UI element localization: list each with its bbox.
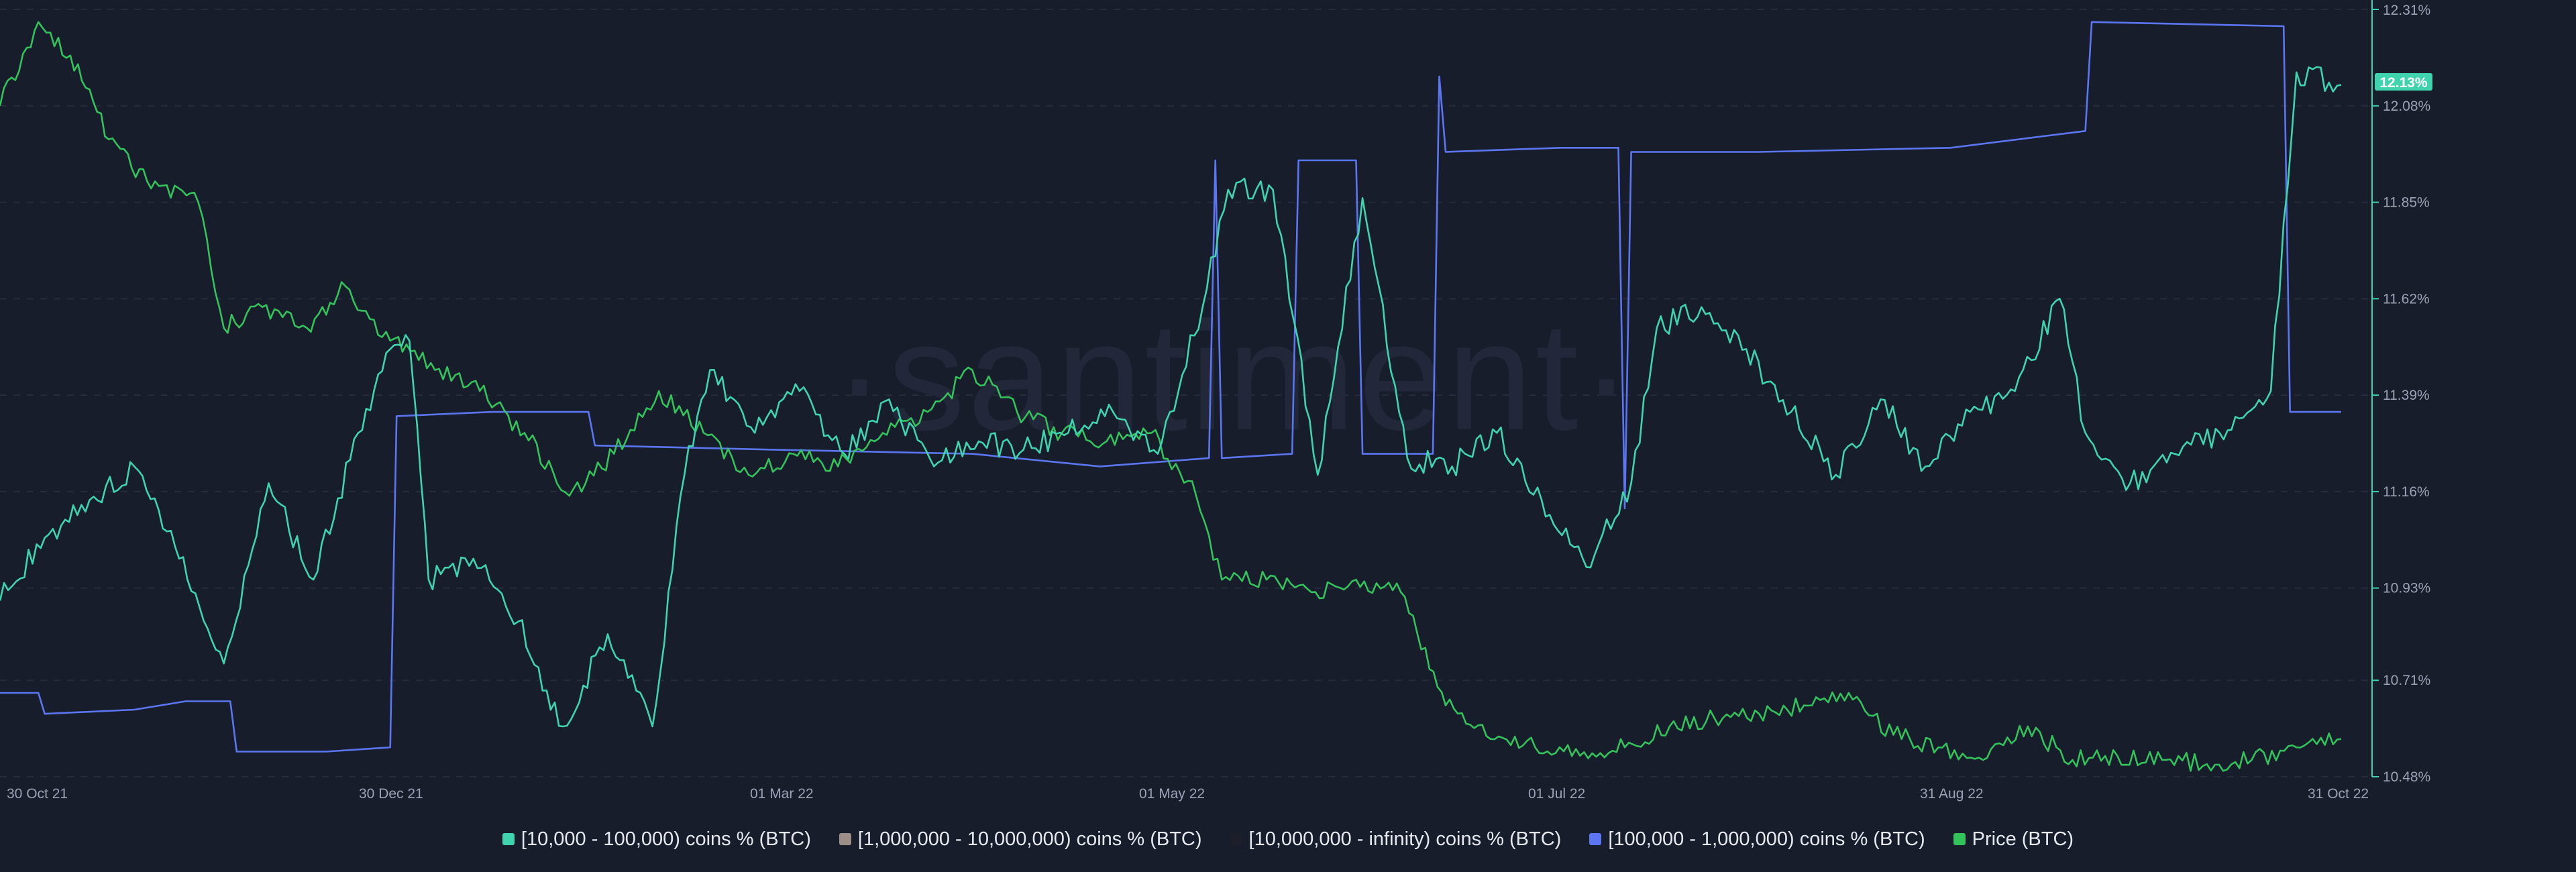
x-tick-label: 01 Jul 22 [1528, 786, 1585, 802]
legend-label: [10,000 - 100,000) coins % (BTC) [521, 828, 811, 850]
legend-label: [1,000,000 - 10,000,000) coins % (BTC) [857, 828, 1202, 850]
x-tick-label: 01 May 22 [1139, 786, 1205, 802]
x-tick-label: 31 Aug 22 [1920, 786, 1984, 802]
series-line-0 [0, 66, 2342, 728]
santiment-watermark: ·santiment· [834, 290, 1635, 462]
legend-swatch [502, 833, 515, 845]
y-tick-label: 10.48% [2383, 769, 2430, 785]
y-tick-label: 12.08% [2383, 99, 2430, 114]
y-axis-ticks: 12.31% 12.08% 11.85% 11.62% 11.39% 11.16% 10.9… [2372, 3, 2430, 785]
current-value-badge: 12.13% [2375, 73, 2432, 91]
legend-item[interactable]: [100,000 - 1,000,000) coins % (BTC) [1589, 828, 1925, 851]
y-tick-label: 11.85% [2383, 195, 2430, 211]
y-tick-label: 12.31% [2383, 3, 2430, 18]
y-tick-label: 10.93% [2383, 581, 2430, 596]
legend-swatch [1953, 833, 1966, 845]
legend-label: [100,000 - 1,000,000) coins % (BTC) [1608, 828, 1925, 850]
series-layer [0, 21, 2342, 772]
series-line-3 [0, 21, 2341, 753]
legend-item[interactable]: [1,000,000 - 10,000,000) coins % (BTC) [839, 828, 1202, 851]
legend-label: [10,000,000 - infinity) coins % (BTC) [1248, 828, 1562, 850]
y-tick-label: 11.16% [2383, 484, 2430, 500]
y-tick-label: 10.71% [2383, 673, 2430, 688]
legend-item[interactable]: Price (BTC) [1953, 828, 2074, 851]
x-tick-label: 31 Oct 22 [2308, 786, 2369, 802]
series-line-4 [0, 21, 2342, 772]
x-tick-label: 30 Dec 21 [359, 786, 423, 802]
legend-label: Price (BTC) [1972, 828, 2074, 850]
x-axis-ticks: 30 Oct 21 30 Dec 21 01 Mar 22 01 May 22 01 J… [7, 786, 2369, 802]
chart: ·santiment· 12.31% 12.08% 11.85% 11.62% 11.3… [0, 0, 2432, 802]
legend-item[interactable]: [10,000 - 100,000) coins % (BTC) [502, 828, 811, 851]
legend-item[interactable]: [10,000,000 - infinity) coins % (BTC) [1230, 828, 1562, 851]
legend-swatch [1230, 833, 1242, 845]
current-value-label: 12.13% [2379, 75, 2428, 91]
legend: [10,000 - 100,000) coins % (BTC) [1,000,0… [0, 824, 2576, 855]
y-tick-label: 11.39% [2383, 388, 2430, 403]
x-tick-label: 30 Oct 21 [7, 786, 68, 802]
legend-swatch [1589, 833, 1602, 845]
y-tick-label: 11.62% [2383, 291, 2430, 307]
x-tick-label: 01 Mar 22 [750, 786, 814, 802]
legend-swatch [839, 833, 851, 845]
